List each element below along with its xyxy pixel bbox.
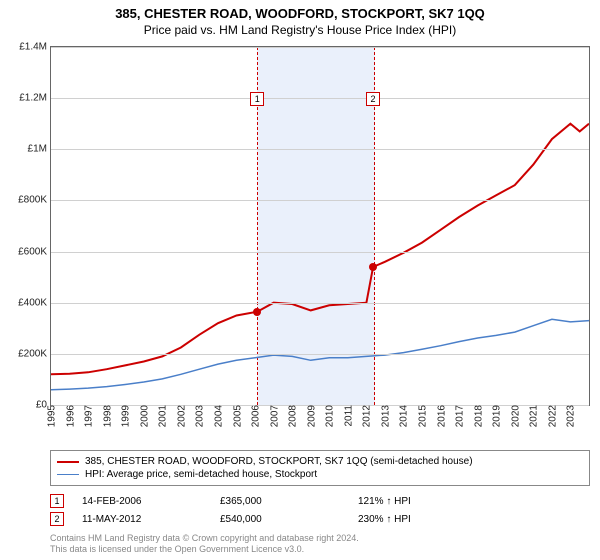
marker-table-price: £365,000 <box>220 496 340 507</box>
x-tick-label: 2014 <box>397 405 410 427</box>
marker-table-date: 11-MAY-2012 <box>82 514 202 525</box>
marker-table-row: 1 14-FEB-2006 £365,000 121% ↑ HPI <box>50 492 590 510</box>
x-tick-label: 2020 <box>508 405 521 427</box>
x-tick-label: 2007 <box>267 405 280 427</box>
x-tick-label: 2004 <box>211 405 224 427</box>
sale-point <box>253 308 261 316</box>
marker-box-1: 1 <box>250 92 264 106</box>
legend-swatch <box>57 461 79 463</box>
x-tick-label: 1999 <box>119 405 132 427</box>
marker-table-vs_hpi: 230% ↑ HPI <box>358 514 478 525</box>
x-tick-label: 2021 <box>527 405 540 427</box>
legend-label: 385, CHESTER ROAD, WOODFORD, STOCKPORT, … <box>85 456 473 467</box>
x-tick-label: 2008 <box>286 405 299 427</box>
y-tick-label: £800K <box>1 195 51 206</box>
sale-point <box>369 263 377 271</box>
x-tick-label: 2009 <box>304 405 317 427</box>
x-tick-label: 2005 <box>230 405 243 427</box>
legend-row: HPI: Average price, semi-detached house,… <box>57 468 583 481</box>
legend-row: 385, CHESTER ROAD, WOODFORD, STOCKPORT, … <box>57 455 583 468</box>
x-tick-label: 2000 <box>137 405 150 427</box>
x-tick-label: 2012 <box>360 405 373 427</box>
marker-table: 1 14-FEB-2006 £365,000 121% ↑ HPI 2 11-MAY-20… <box>50 492 590 528</box>
footer-attribution: Contains HM Land Registry data © Crown c… <box>50 533 590 556</box>
x-tick-label: 2023 <box>564 405 577 427</box>
x-tick-label: 2001 <box>156 405 169 427</box>
footer-line-1: Contains HM Land Registry data © Crown c… <box>50 533 590 545</box>
marker-table-row: 2 11-MAY-2012 £540,000 230% ↑ HPI <box>50 510 590 528</box>
marker-table-price: £540,000 <box>220 514 340 525</box>
legend: 385, CHESTER ROAD, WOODFORD, STOCKPORT, … <box>50 450 590 486</box>
x-tick-label: 2006 <box>249 405 262 427</box>
marker-box-2: 2 <box>366 92 380 106</box>
y-tick-label: £600K <box>1 246 51 257</box>
line-layer <box>51 47 589 405</box>
x-tick-label: 2017 <box>453 405 466 427</box>
x-tick-label: 2010 <box>323 405 336 427</box>
y-tick-label: £1.4M <box>1 42 51 53</box>
x-tick-label: 1997 <box>82 405 95 427</box>
x-tick-label: 1996 <box>63 405 76 427</box>
x-tick-label: 2011 <box>341 405 354 427</box>
x-tick-label: 2002 <box>174 405 187 427</box>
x-tick-label: 1998 <box>100 405 113 427</box>
gridline-h <box>51 200 589 201</box>
x-tick-label: 2015 <box>416 405 429 427</box>
gridline-h <box>51 252 589 253</box>
marker-table-num: 1 <box>50 494 64 508</box>
series-price_paid <box>51 124 589 375</box>
x-tick-label: 2003 <box>193 405 206 427</box>
y-tick-label: £400K <box>1 297 51 308</box>
x-tick-label: 2013 <box>378 405 391 427</box>
chart-subtitle: Price paid vs. HM Land Registry's House … <box>0 21 600 37</box>
x-tick-label: 1995 <box>45 405 58 427</box>
x-tick-label: 2022 <box>545 405 558 427</box>
gridline-h <box>51 354 589 355</box>
y-tick-label: £1M <box>1 144 51 155</box>
footer-line-2: This data is licensed under the Open Gov… <box>50 544 590 556</box>
x-tick-label: 2018 <box>471 405 484 427</box>
chart-title: 385, CHESTER ROAD, WOODFORD, STOCKPORT, … <box>0 0 600 21</box>
legend-label: HPI: Average price, semi-detached house,… <box>85 469 317 480</box>
marker-table-vs_hpi: 121% ↑ HPI <box>358 496 478 507</box>
y-tick-label: £200K <box>1 348 51 359</box>
gridline-h <box>51 149 589 150</box>
gridline-h <box>51 303 589 304</box>
plot-area: £0£200K£400K£600K£800K£1M£1.2M£1.4M19951… <box>50 46 590 406</box>
marker-table-date: 14-FEB-2006 <box>82 496 202 507</box>
x-tick-label: 2016 <box>434 405 447 427</box>
gridline-h <box>51 47 589 48</box>
chart-container: 385, CHESTER ROAD, WOODFORD, STOCKPORT, … <box>0 0 600 560</box>
x-tick-label: 2019 <box>490 405 503 427</box>
legend-swatch <box>57 474 79 475</box>
gridline-h <box>51 98 589 99</box>
y-tick-label: £0 <box>1 400 51 411</box>
marker-table-num: 2 <box>50 512 64 526</box>
y-tick-label: £1.2M <box>1 93 51 104</box>
